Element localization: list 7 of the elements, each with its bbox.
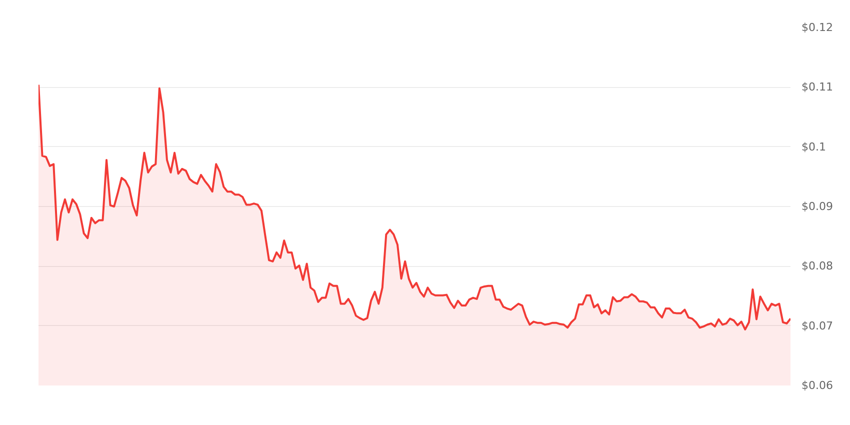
y-tick-label: $0.12 [802,21,833,34]
y-tick-label: $0.09 [802,200,833,213]
y-tick-label: $0.1 [802,140,826,154]
y-tick-label: $0.07 [802,319,833,332]
y-tick-label: $0.08 [802,260,833,273]
y-tick-label: $0.06 [802,379,833,392]
y-tick-label: $0.11 [802,80,833,94]
